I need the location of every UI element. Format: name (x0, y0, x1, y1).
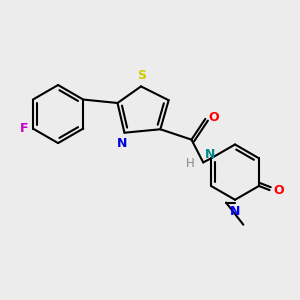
Text: N: N (205, 148, 215, 161)
Text: O: O (208, 111, 219, 124)
Text: N: N (230, 205, 240, 218)
Text: N: N (116, 137, 127, 150)
Text: S: S (137, 69, 146, 82)
Text: F: F (20, 122, 29, 135)
Text: O: O (273, 184, 284, 196)
Text: H: H (186, 157, 195, 170)
